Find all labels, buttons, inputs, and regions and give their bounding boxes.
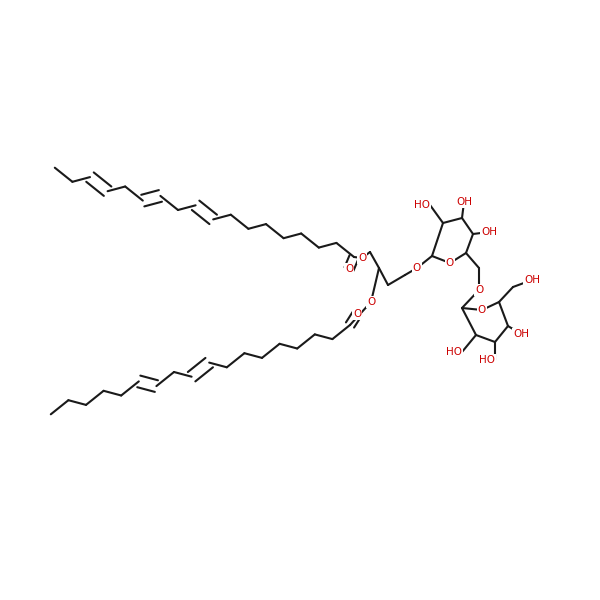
Text: O: O [367,297,375,307]
Text: HO: HO [479,355,495,365]
Text: HO: HO [446,347,462,357]
Text: O: O [345,264,353,274]
Text: O: O [358,253,366,263]
Text: HO: HO [414,200,430,210]
Text: OH: OH [481,227,497,237]
Text: O: O [478,305,486,315]
Text: O: O [446,258,454,268]
Text: O: O [413,263,421,273]
Text: OH: OH [513,329,529,339]
Text: O: O [475,285,483,295]
Text: OH: OH [524,275,540,285]
Text: O: O [353,309,361,319]
Text: OH: OH [456,197,472,207]
